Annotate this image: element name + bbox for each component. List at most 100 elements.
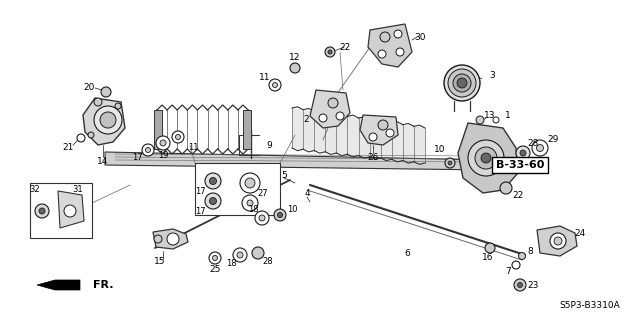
Circle shape — [453, 74, 471, 92]
Text: 10: 10 — [435, 145, 445, 154]
Circle shape — [518, 283, 522, 287]
Circle shape — [481, 153, 491, 163]
Text: 23: 23 — [527, 280, 539, 290]
Text: 28: 28 — [527, 138, 539, 147]
Text: 8: 8 — [527, 248, 533, 256]
Text: 6: 6 — [404, 249, 410, 258]
Polygon shape — [360, 115, 398, 145]
Circle shape — [394, 30, 402, 38]
Text: 17: 17 — [195, 187, 205, 196]
Text: 12: 12 — [289, 54, 301, 63]
Circle shape — [325, 47, 335, 57]
Text: 25: 25 — [209, 264, 221, 273]
Circle shape — [500, 182, 512, 194]
Circle shape — [255, 211, 269, 225]
Circle shape — [145, 147, 150, 152]
Text: 16: 16 — [483, 254, 493, 263]
Polygon shape — [458, 123, 518, 193]
Circle shape — [167, 233, 179, 245]
Circle shape — [242, 195, 258, 211]
Circle shape — [35, 204, 49, 218]
Circle shape — [493, 117, 499, 123]
Text: 17: 17 — [132, 153, 142, 162]
Circle shape — [550, 233, 566, 249]
Circle shape — [115, 103, 121, 109]
Text: S5P3-B3310A: S5P3-B3310A — [559, 301, 620, 310]
Circle shape — [100, 112, 116, 128]
Circle shape — [240, 173, 260, 193]
Text: 22: 22 — [339, 42, 351, 51]
Circle shape — [328, 98, 338, 108]
Text: 21: 21 — [62, 144, 74, 152]
Polygon shape — [537, 226, 577, 256]
Bar — [195, 163, 280, 215]
Circle shape — [94, 106, 122, 134]
Circle shape — [172, 131, 184, 143]
Text: 20: 20 — [83, 84, 95, 93]
Circle shape — [485, 243, 495, 253]
Text: 22: 22 — [513, 191, 524, 201]
Circle shape — [457, 78, 467, 88]
Bar — [243, 110, 251, 149]
Circle shape — [101, 87, 111, 97]
Circle shape — [476, 116, 484, 124]
Circle shape — [209, 177, 216, 184]
Text: 31: 31 — [73, 184, 83, 194]
Circle shape — [448, 161, 452, 165]
Circle shape — [209, 197, 216, 204]
Circle shape — [245, 178, 255, 188]
Circle shape — [252, 247, 264, 259]
Circle shape — [274, 209, 286, 221]
Circle shape — [532, 140, 548, 156]
Circle shape — [233, 248, 247, 262]
Circle shape — [154, 235, 162, 243]
Circle shape — [378, 50, 386, 58]
Text: 32: 32 — [29, 184, 40, 194]
Polygon shape — [153, 229, 188, 249]
Circle shape — [448, 69, 476, 97]
Text: 9: 9 — [266, 140, 272, 150]
Circle shape — [259, 215, 265, 221]
Circle shape — [160, 140, 166, 146]
Circle shape — [386, 129, 394, 137]
Text: 3: 3 — [489, 70, 495, 79]
Text: 19: 19 — [157, 151, 168, 160]
Circle shape — [247, 200, 253, 206]
Text: 10: 10 — [287, 205, 297, 214]
Circle shape — [396, 48, 404, 56]
Polygon shape — [105, 152, 490, 170]
Circle shape — [209, 252, 221, 264]
Circle shape — [328, 50, 332, 54]
Circle shape — [475, 147, 497, 169]
Circle shape — [88, 132, 94, 138]
Text: 2: 2 — [303, 115, 309, 124]
Polygon shape — [37, 280, 80, 290]
Text: 11: 11 — [259, 72, 271, 81]
Circle shape — [77, 134, 85, 142]
Circle shape — [444, 65, 480, 101]
Circle shape — [518, 253, 525, 259]
Circle shape — [142, 144, 154, 156]
Circle shape — [278, 212, 282, 218]
Circle shape — [520, 150, 526, 156]
Bar — [154, 110, 162, 149]
Circle shape — [319, 114, 327, 122]
Circle shape — [378, 120, 388, 130]
Text: 7: 7 — [505, 268, 511, 277]
Circle shape — [269, 79, 281, 91]
Polygon shape — [310, 90, 350, 128]
Text: 11: 11 — [188, 144, 198, 152]
Circle shape — [205, 173, 221, 189]
Circle shape — [369, 133, 377, 141]
Circle shape — [445, 158, 455, 168]
Text: 15: 15 — [154, 257, 166, 266]
Circle shape — [336, 112, 344, 120]
Circle shape — [94, 98, 102, 106]
Circle shape — [212, 256, 218, 261]
Text: FR.: FR. — [93, 280, 113, 290]
Polygon shape — [58, 191, 84, 228]
Circle shape — [380, 32, 390, 42]
Circle shape — [205, 193, 221, 209]
Text: 14: 14 — [97, 158, 109, 167]
Text: 18: 18 — [248, 205, 259, 214]
